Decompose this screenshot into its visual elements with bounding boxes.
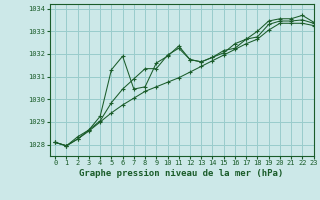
- X-axis label: Graphe pression niveau de la mer (hPa): Graphe pression niveau de la mer (hPa): [79, 169, 284, 178]
